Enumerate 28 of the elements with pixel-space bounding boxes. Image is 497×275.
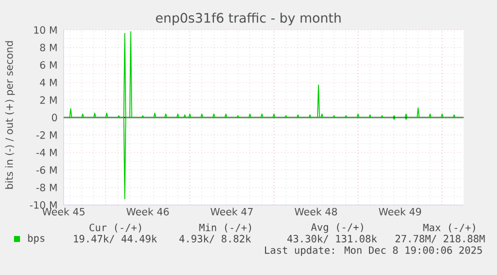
chart-title: enp0s31f6 traffic - by month	[156, 12, 341, 26]
y-tick-label: 2 M	[40, 96, 57, 104]
x-tick-label: Week 49	[378, 208, 422, 216]
y-tick-label: 4 M	[40, 78, 57, 86]
text: 19.47k/ 44.49k	[74, 234, 157, 244]
text: 43.30k/ 131.08k	[287, 234, 377, 244]
text: 27.78M/ 218.88M	[396, 234, 485, 244]
y-tick-label: -2 M	[36, 131, 57, 139]
text: Last update: Mon Dec 8 19:00:06 2025	[265, 246, 482, 256]
text: Cur (-/+)	[90, 224, 142, 232]
x-tick-label: Week 46	[126, 208, 169, 216]
y-tick-label: 10 M	[34, 26, 57, 34]
y-tick-label: -4 M	[36, 148, 57, 156]
legend-label: bps	[28, 234, 44, 244]
y-tick-label: -10 M	[30, 201, 57, 209]
y-tick-label: 8 M	[40, 44, 57, 52]
y-tick-label: -8 M	[36, 184, 57, 192]
y-tick-label: 6 M	[40, 61, 57, 69]
x-tick-label: Week 45	[42, 208, 84, 216]
text: Avg (-/+)	[311, 223, 363, 233]
x-tick-label: Week 48	[294, 208, 337, 216]
y-tick-label: -6 M	[36, 166, 57, 174]
text: Max (-/+)	[423, 224, 475, 232]
x-tick-label: Week 47	[210, 208, 253, 216]
text: 4.93k/ 8.82k	[179, 234, 251, 244]
y-tick-label: 0	[52, 114, 57, 122]
y-axis-title: bits in (-) / out (+) per second	[5, 41, 15, 189]
text: Min (-/+)	[199, 224, 251, 232]
